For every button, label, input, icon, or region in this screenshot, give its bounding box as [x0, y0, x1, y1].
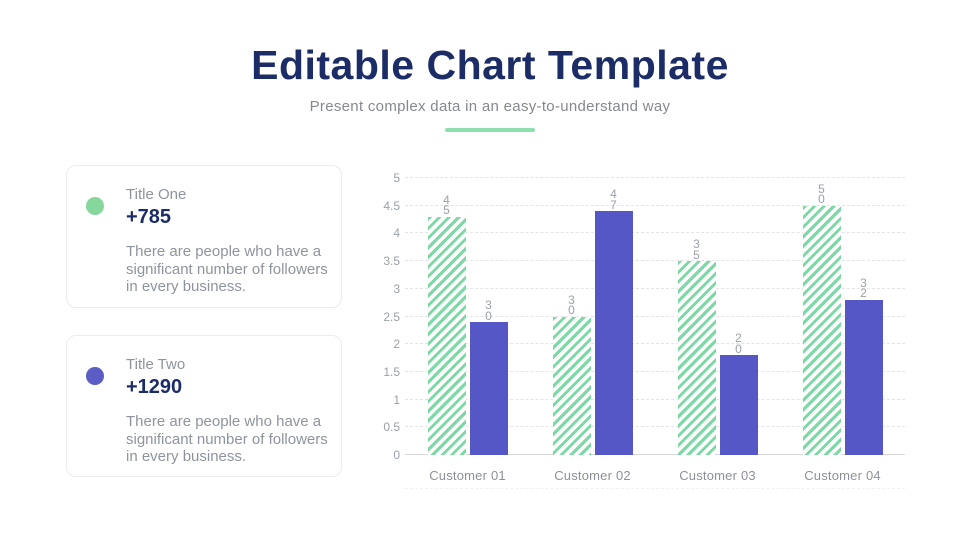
y-tick-label: 5	[393, 171, 400, 185]
card-description: There are people who have a significant …	[126, 413, 328, 465]
x-axis-label: Customer 03	[679, 468, 756, 483]
card-description: There are people who have a significant …	[126, 243, 328, 295]
y-tick-label: 2	[393, 337, 400, 352]
card-title: Title Two	[126, 356, 186, 373]
x-axis-label: Customer 02	[554, 468, 631, 483]
y-tick-label: 4.5	[383, 198, 400, 213]
gridline	[405, 260, 905, 262]
y-tick-label: 1	[393, 392, 400, 407]
gridline	[405, 315, 905, 317]
y-tick-label: 1.5	[383, 364, 400, 379]
series-one-dot-icon	[86, 197, 104, 215]
x-axis-line	[405, 454, 905, 455]
gridline	[405, 398, 905, 400]
card-title: Title One	[126, 186, 187, 203]
bar-chart: 0 0.5 1 1.5 2 2.5 3 3.5 4 4.5 5 4 5 3 0 3 0 4 7 3 5 2 0 5 0 3 2 Cu…	[378, 170, 908, 490]
gridline	[405, 204, 905, 206]
stat-card-title-two: Title Two +1290 There are people who hav…	[66, 335, 342, 477]
y-tick-label: 3.5	[383, 254, 400, 269]
gridline	[405, 370, 905, 372]
y-tick-label: 3	[393, 281, 400, 296]
stat-card-title-one: Title One +785 There are people who have…	[66, 165, 342, 308]
gridline	[405, 343, 905, 345]
card-metric: +785	[126, 206, 172, 228]
page-title: Editable Chart Template	[251, 42, 729, 88]
x-labels: Customer 01 Customer 02 Customer 03 Custome…	[405, 468, 905, 483]
x-axis-label: Customer 01	[429, 468, 506, 483]
gridline	[405, 177, 905, 178]
card-metric: +1290	[126, 376, 183, 398]
page-subtitle: Present complex data in an easy-to-under…	[309, 98, 671, 115]
plot-area: 0 0.5 1 1.5 2 2.5 3 3.5 4 4.5 5 4 5 3 0 3 0 4 7 3 5 2 0 5 0 3 2	[383, 171, 905, 462]
title-underline-accent	[445, 128, 535, 132]
gridline	[405, 426, 905, 428]
x-axis-label: Customer 04	[804, 468, 881, 483]
y-tick-label: 2.5	[383, 309, 400, 324]
y-tick-label: 4	[393, 226, 400, 241]
y-tick-label: 0.5	[383, 420, 400, 435]
chart-footer-line	[405, 488, 905, 489]
y-tick-label: 0	[393, 448, 400, 462]
gridline	[405, 232, 905, 234]
series-two-dot-icon	[86, 367, 104, 385]
gridline	[405, 287, 905, 289]
